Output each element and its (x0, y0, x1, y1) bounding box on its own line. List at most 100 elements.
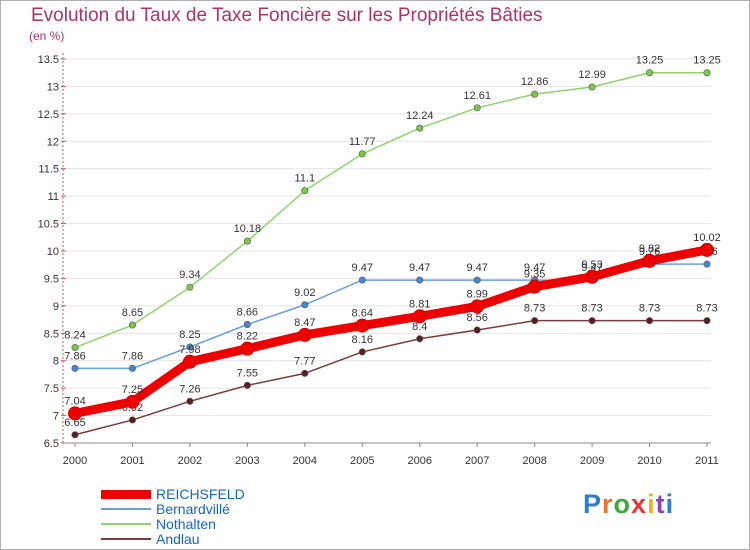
data-point-andlau (473, 326, 481, 334)
y-tick-label: 8.5 (44, 328, 59, 340)
legend-item: REICHSFELD (101, 487, 321, 502)
data-label-andlau: 8.73 (696, 303, 717, 315)
data-point-bernardvill- (301, 301, 309, 309)
data-label-nothalten: 12.24 (406, 110, 434, 122)
series-line-bernardvill- (74, 263, 708, 370)
data-point-bernardvill- (416, 276, 424, 284)
data-point-reichsfeld (412, 309, 427, 324)
logo-letter: x (631, 489, 648, 519)
data-label-reichsfeld: 8.64 (352, 308, 373, 320)
data-label-reichsfeld: 8.81 (409, 298, 430, 310)
legend-label: Andlau (156, 531, 200, 547)
data-point-reichsfeld (642, 253, 657, 268)
y-tick-label: 11 (48, 191, 59, 203)
data-label-bernardvill-: 9.47 (524, 262, 545, 274)
data-point-nothalten (71, 344, 79, 352)
data-label-nothalten: 8.24 (64, 330, 85, 342)
data-label-reichsfeld: 8.47 (294, 317, 315, 329)
data-point-andlau (186, 397, 194, 405)
data-point-nothalten (646, 69, 654, 77)
data-point-andlau (128, 416, 136, 424)
data-label-andlau: 7.55 (237, 367, 258, 379)
data-point-bernardvill- (243, 321, 251, 329)
x-tick-label: 2008 (522, 455, 546, 467)
data-label-nothalten: 10.18 (234, 223, 262, 235)
data-label-bernardvill-: 9.47 (409, 262, 430, 274)
logo-letter: r (602, 489, 614, 519)
legend-label: Bernardvillé (156, 501, 230, 517)
x-tick-label: 2005 (350, 455, 374, 467)
y-tick-label: 8 (53, 356, 59, 368)
data-point-reichsfeld (470, 299, 485, 314)
data-label-bernardvill-: 9.02 (294, 287, 315, 299)
data-label-andlau: 7.26 (179, 383, 200, 395)
legend-swatch (101, 523, 151, 525)
x-tick-label: 2010 (637, 455, 661, 467)
data-label-bernardvill-: 7.86 (64, 350, 85, 362)
data-point-andlau (646, 317, 654, 325)
series-line-nothalten (74, 71, 708, 349)
legend-swatch (101, 489, 151, 499)
y-tick-label: 7 (53, 411, 59, 423)
data-label-reichsfeld: 7.25 (122, 384, 143, 396)
data-label-reichsfeld: 9.35 (524, 269, 545, 281)
data-point-reichsfeld (527, 279, 542, 294)
y-tick-label: 7.5 (44, 383, 59, 395)
data-label-andlau: 8.73 (524, 303, 545, 315)
data-point-bernardvill- (473, 276, 481, 284)
data-label-andlau: 6.65 (64, 417, 85, 429)
legend-label: REICHSFELD (156, 486, 245, 502)
data-label-andlau: 8.73 (581, 303, 602, 315)
data-point-reichsfeld (125, 394, 140, 409)
logo-letter: t (655, 489, 666, 519)
logo-letter: i (647, 489, 656, 519)
data-label-bernardvill-: 8.25 (179, 329, 200, 341)
y-unit-label: (en %) (29, 29, 65, 43)
data-point-bernardvill- (71, 364, 79, 372)
data-label-nothalten: 11.1 (295, 173, 316, 185)
data-point-nothalten (128, 321, 136, 329)
data-point-andlau (416, 335, 424, 343)
data-label-bernardvill-: 9.47 (466, 262, 487, 274)
y-tick-label: 9 (53, 301, 59, 313)
data-point-bernardvill- (358, 276, 366, 284)
data-point-nothalten (358, 150, 366, 158)
data-label-nothalten: 8.65 (122, 307, 143, 319)
data-label-reichsfeld: 8.99 (466, 288, 487, 300)
y-tick-label: 10.5 (38, 219, 59, 231)
data-point-andlau (358, 348, 366, 356)
data-label-reichsfeld: 7.04 (64, 395, 85, 407)
data-label-nothalten: 9.34 (179, 269, 200, 281)
data-label-reichsfeld: 8.22 (237, 331, 258, 343)
data-point-nothalten (473, 104, 481, 112)
legend-swatch (101, 538, 151, 540)
data-label-nothalten: 12.86 (521, 76, 549, 88)
x-tick-label: 2004 (293, 455, 317, 467)
data-label-bernardvill-: 9.76 (639, 246, 660, 258)
data-point-nothalten (416, 124, 424, 132)
data-label-nothalten: 13.25 (636, 55, 664, 67)
data-label-reichsfeld: 7.98 (179, 344, 200, 356)
data-label-nothalten: 11.77 (349, 136, 376, 148)
legend-item: Bernardvillé (101, 502, 321, 517)
y-tick-label: 9.5 (44, 273, 59, 285)
data-point-reichsfeld (355, 318, 370, 333)
data-point-reichsfeld (240, 341, 255, 356)
data-point-bernardvill- (186, 343, 194, 351)
data-point-reichsfeld (700, 242, 714, 257)
legend-swatch (101, 508, 151, 510)
data-label-nothalten: 12.99 (578, 69, 606, 81)
data-label-bernardvill-: 8.66 (237, 307, 258, 319)
data-label-nothalten: 13.25 (693, 55, 721, 67)
y-tick-label: 12.5 (38, 109, 59, 121)
x-tick-label: 2002 (178, 455, 202, 467)
data-point-andlau (243, 381, 251, 389)
data-point-nothalten (703, 69, 711, 77)
data-point-andlau (301, 369, 309, 377)
data-label-nothalten: 12.61 (463, 90, 491, 102)
data-label-andlau: 8.73 (639, 303, 660, 315)
logo-letter: P (583, 489, 603, 519)
x-tick-label: 2003 (235, 455, 259, 467)
